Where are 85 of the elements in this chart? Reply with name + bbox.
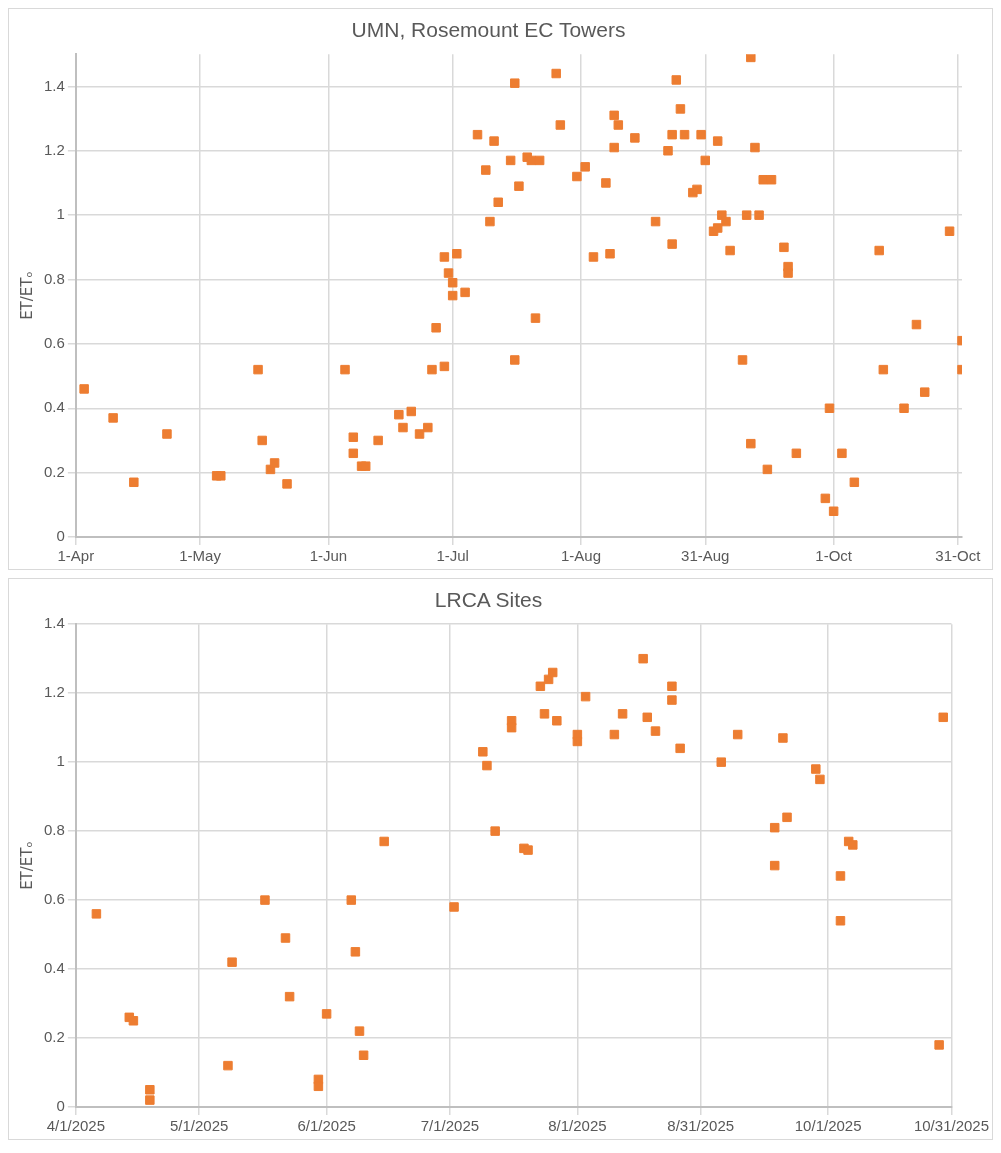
point bbox=[280, 933, 291, 943]
point bbox=[227, 957, 237, 967]
y-tick-label: 0.8 bbox=[43, 269, 65, 287]
y-tick-label: 0.6 bbox=[43, 890, 65, 908]
point bbox=[782, 812, 792, 823]
y-tick-label: 0.2 bbox=[43, 1028, 65, 1046]
y-tick-label: 1 bbox=[56, 752, 65, 770]
x-tick-label: 8/1/2025 bbox=[548, 1117, 607, 1135]
chart-title: UMN, Rosemount EC Towers bbox=[351, 18, 626, 42]
y-tick-label: 0.8 bbox=[43, 821, 65, 839]
point bbox=[482, 760, 492, 771]
point bbox=[535, 681, 546, 692]
point bbox=[379, 836, 389, 847]
point bbox=[350, 947, 361, 957]
point bbox=[938, 712, 948, 723]
x-tick-label: 1-Jul bbox=[436, 547, 469, 565]
point bbox=[617, 709, 628, 719]
y-tick-label: 0 bbox=[56, 527, 65, 545]
point bbox=[769, 860, 780, 871]
point bbox=[223, 1060, 233, 1071]
point bbox=[478, 747, 488, 757]
point bbox=[609, 729, 620, 740]
x-tick-label: 31-Aug bbox=[681, 547, 730, 565]
point bbox=[675, 743, 685, 754]
point bbox=[572, 736, 583, 747]
y-tick-label: 1.2 bbox=[43, 140, 65, 158]
point bbox=[642, 712, 652, 723]
point bbox=[667, 695, 677, 705]
y-tick-label: 1.2 bbox=[43, 683, 65, 701]
point bbox=[716, 757, 726, 767]
point bbox=[835, 916, 846, 926]
x-tick-label: 1-Aug bbox=[561, 547, 602, 565]
point bbox=[539, 709, 550, 719]
point bbox=[284, 991, 295, 1002]
y-tick-label: 1.4 bbox=[43, 76, 65, 94]
y-tick-label: 1 bbox=[56, 205, 65, 223]
point bbox=[449, 902, 459, 912]
point bbox=[778, 733, 788, 743]
y-tick-label: 0.4 bbox=[43, 959, 65, 977]
point bbox=[667, 681, 677, 692]
point bbox=[91, 909, 102, 919]
point bbox=[815, 774, 825, 785]
point bbox=[835, 871, 846, 881]
x-tick-label: 4/1/2025 bbox=[46, 1117, 106, 1135]
x-tick-label: 8/31/2025 bbox=[667, 1117, 735, 1135]
point bbox=[321, 1009, 332, 1019]
x-tick-label: 1-May bbox=[179, 547, 222, 565]
y-tick-label: 1.4 bbox=[43, 614, 65, 632]
x-tick-label: 6/1/2025 bbox=[297, 1117, 356, 1135]
point bbox=[313, 1081, 324, 1092]
point bbox=[552, 716, 562, 726]
point bbox=[547, 667, 558, 678]
point bbox=[523, 845, 533, 855]
y-tick-label: 0.2 bbox=[43, 462, 65, 480]
point bbox=[346, 895, 357, 905]
point bbox=[506, 722, 517, 733]
y-axis-title: ET/ETₒ bbox=[17, 841, 36, 890]
x-tick-label: 1-Jun bbox=[309, 547, 348, 565]
y-tick-label: 0.6 bbox=[43, 334, 65, 352]
point bbox=[580, 691, 591, 702]
x-tick-label: 31-Oct bbox=[935, 547, 982, 565]
x-tick-label: 1-Apr bbox=[57, 547, 95, 565]
x-tick-label: 10/1/2025 bbox=[794, 1117, 862, 1135]
point bbox=[638, 653, 648, 664]
y-axis-title: ET/ETₒ bbox=[17, 271, 36, 320]
point bbox=[769, 822, 780, 833]
x-tick-label: 7/1/2025 bbox=[420, 1117, 480, 1135]
x-tick-label: 10/31/2025 bbox=[913, 1117, 989, 1135]
point bbox=[128, 1016, 139, 1026]
point bbox=[358, 1050, 369, 1061]
point bbox=[848, 840, 858, 850]
point bbox=[354, 1026, 365, 1036]
y-tick-label: 0.4 bbox=[43, 398, 65, 416]
point bbox=[145, 1095, 155, 1105]
point bbox=[490, 826, 500, 836]
point bbox=[732, 729, 743, 740]
y-tick-label: 0 bbox=[56, 1097, 65, 1115]
point bbox=[650, 726, 661, 736]
point bbox=[934, 1040, 944, 1050]
point bbox=[260, 895, 270, 905]
point bbox=[145, 1085, 155, 1095]
x-tick-label: 5/1/2025 bbox=[169, 1117, 229, 1135]
point bbox=[811, 764, 821, 774]
chart-title: LRCA Sites bbox=[434, 588, 543, 612]
x-tick-label: 1-Oct bbox=[815, 547, 853, 565]
